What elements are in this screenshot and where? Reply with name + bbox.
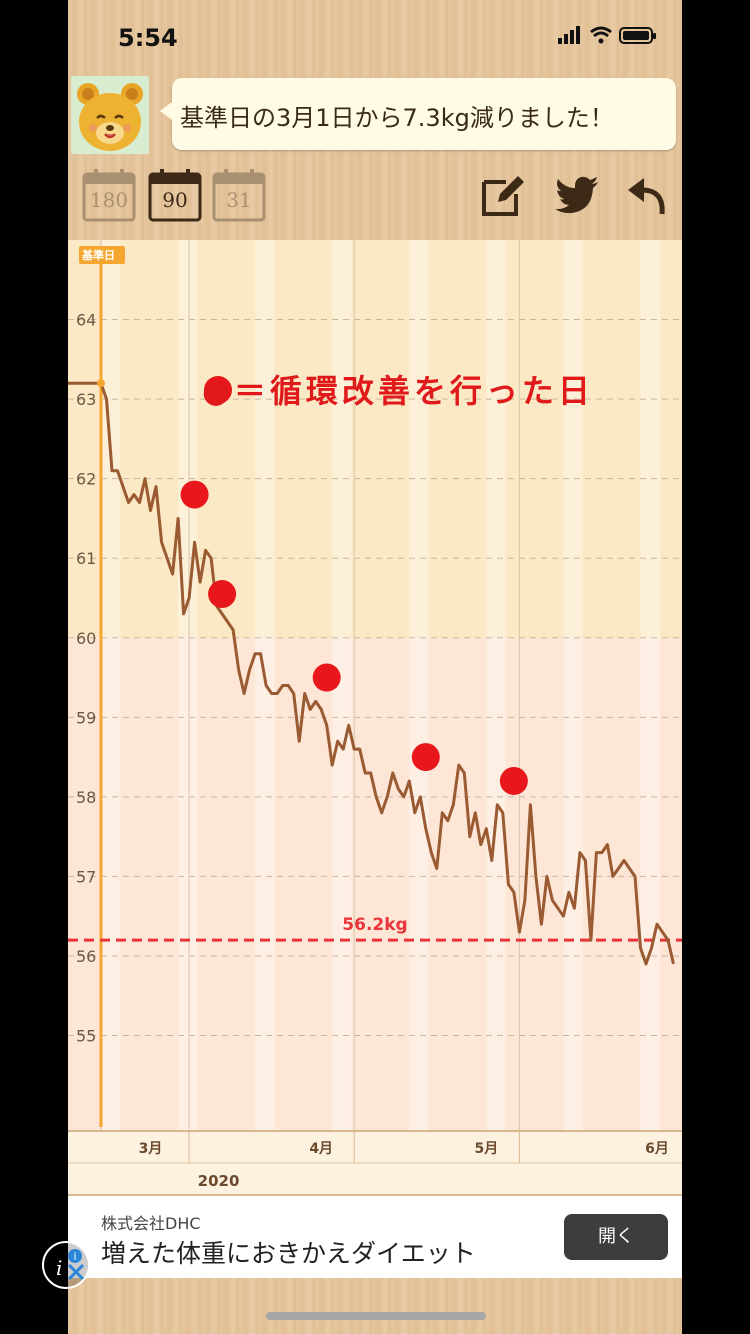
calendar-icon <box>82 169 136 222</box>
week-stripe <box>332 240 352 1131</box>
status-bar: 5:54 <box>68 0 682 70</box>
twitter-button[interactable] <box>552 172 602 220</box>
week-stripe <box>409 240 429 1131</box>
y-tick-label: 61 <box>76 549 96 568</box>
weight-app: 5:54 <box>68 0 682 1334</box>
y-tick-label: 58 <box>76 788 96 807</box>
calendar-icon <box>212 169 266 222</box>
period-31-label: 31 <box>226 188 252 212</box>
y-tick-label: 62 <box>76 470 96 489</box>
month-tick-label: 3月 <box>139 1141 163 1157</box>
week-stripe <box>486 240 506 1131</box>
weight-chart[interactable]: 55 56 57 58 59 60 61 62 63 64 基準日 56.2kg ●＝循環改善を行… <box>68 240 682 1196</box>
target-weight-label: 56.2kg <box>342 915 407 935</box>
month-tick-label: 5月 <box>474 1141 498 1157</box>
y-tick-label: 59 <box>76 708 96 727</box>
cellular-signal-icon <box>558 26 580 44</box>
wifi-icon <box>590 26 612 44</box>
ad-open-button[interactable]: 開く <box>564 1214 668 1260</box>
period-180-button[interactable]: 180 <box>82 168 136 222</box>
bear-avatar <box>71 76 149 154</box>
period-31-button[interactable]: 31 <box>212 168 266 222</box>
ad-choices-icon[interactable]: i i <box>42 1241 90 1289</box>
improvement-marker <box>499 766 528 795</box>
baseline-tag: 基準日 <box>79 246 125 264</box>
annotation-text: ●＝循環改善を行った日 <box>202 372 594 410</box>
message-text: 基準日の3月1日から7.3kg減りました！ <box>180 104 614 132</box>
y-tick-label: 56 <box>76 947 96 966</box>
period-90-button[interactable]: 90 <box>148 168 202 222</box>
home-indicator[interactable] <box>266 1312 486 1320</box>
status-time: 5:54 <box>118 24 178 52</box>
improvement-marker <box>208 580 237 609</box>
period-180-label: 180 <box>89 188 129 212</box>
month-tick-label: 6月 <box>645 1141 669 1157</box>
y-tick-label: 63 <box>76 390 96 409</box>
y-tick-label: 64 <box>76 311 96 330</box>
ad-banner[interactable]: 株式会社DHC 増えた体重におきかえダイエット 開く <box>68 1196 682 1278</box>
baseline-tag-text: 基準日 <box>81 248 115 262</box>
svg-text:i: i <box>73 1250 76 1263</box>
ad-sponsor: 株式会社DHC <box>101 1214 201 1233</box>
year-label: 2020 <box>198 1172 240 1190</box>
month-tick-label: 4月 <box>309 1141 333 1157</box>
improvement-marker <box>411 743 440 772</box>
week-stripe <box>640 240 660 1131</box>
svg-text:i: i <box>56 1256 62 1280</box>
y-tick-label: 55 <box>76 1027 96 1046</box>
week-stripe <box>563 240 583 1131</box>
twitter-icon <box>555 176 598 214</box>
baseline-point <box>97 379 105 388</box>
back-button[interactable] <box>622 172 672 220</box>
back-arrow-icon <box>628 178 665 215</box>
ad-title[interactable]: 増えた体重におきかえダイエット <box>101 1239 476 1268</box>
y-tick-label: 57 <box>76 867 96 886</box>
battery-icon <box>619 27 656 44</box>
legend-dot <box>204 376 232 404</box>
week-stripe <box>178 240 198 1131</box>
lower-band <box>68 637 682 1131</box>
week-stripe <box>101 240 121 1131</box>
message-bubble: 基準日の3月1日から7.3kg減りました！ <box>160 78 676 150</box>
upper-band <box>68 240 682 638</box>
period-90-label: 90 <box>162 188 188 212</box>
improvement-marker <box>312 663 341 692</box>
weight-series-line <box>68 381 675 966</box>
y-tick-label: 60 <box>76 629 96 648</box>
edit-button[interactable] <box>478 172 528 220</box>
improvement-marker <box>180 480 209 509</box>
status-icons <box>558 26 658 50</box>
calendar-icon <box>148 169 202 222</box>
edit-icon <box>482 176 524 216</box>
